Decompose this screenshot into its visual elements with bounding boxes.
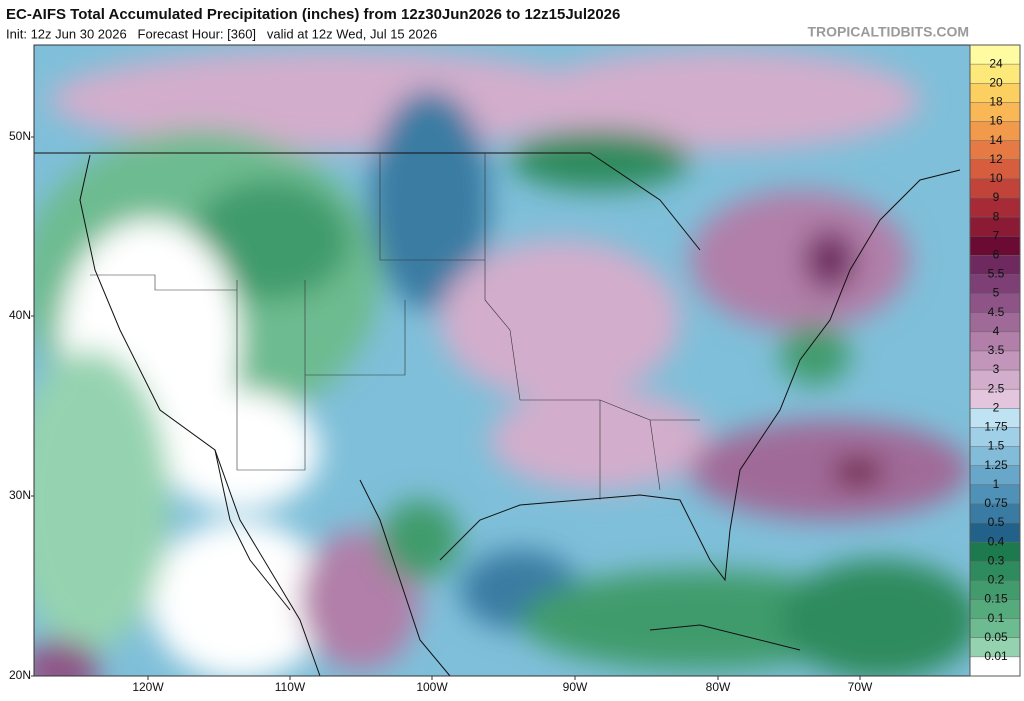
- colorbar-label: 1.75: [984, 420, 1008, 434]
- colorbar-swatch: [970, 274, 1020, 294]
- colorbar-swatch: [970, 255, 1020, 275]
- title: EC-AIFS Total Accumulated Precipitation …: [6, 6, 620, 23]
- colorbar-swatch: [970, 523, 1020, 543]
- colorbar-swatch: [970, 618, 1020, 639]
- colorbar-label: 16: [989, 114, 1003, 128]
- colorbar-label: 8: [993, 209, 1000, 223]
- colorbar-label: 1: [993, 477, 1000, 491]
- colorbar-label: 0.75: [984, 496, 1008, 510]
- coastlines: [34, 152, 961, 676]
- colorbar-swatch: [970, 197, 1020, 218]
- colorbar-swatch: [970, 140, 1020, 161]
- colorbar-swatch: [970, 446, 1020, 466]
- lon-label: 70W: [848, 680, 873, 694]
- colorbar-swatch: [970, 64, 1020, 84]
- colorbar-label: 0.2: [988, 573, 1005, 587]
- colorbar-label: 12: [989, 152, 1003, 166]
- axis-labels: 50N 40N 30N 20N 120W 110W 100W 90W 80W 70W: [9, 129, 873, 694]
- colorbar-swatch: [970, 83, 1020, 103]
- colorbar-label: 4.5: [988, 305, 1005, 319]
- lon-label: 120W: [132, 680, 164, 694]
- colorbar-swatch: [970, 236, 1020, 256]
- colorbar-frame: [969, 44, 1021, 677]
- colorbar-label: 0.15: [984, 592, 1008, 606]
- colorbar-label: 0.1: [988, 611, 1005, 625]
- colorbar-swatch: [970, 350, 1020, 371]
- colorbar-swatch: [970, 312, 1020, 333]
- colorbar-swatch: [970, 656, 1020, 677]
- colorbar-label: 18: [989, 95, 1003, 109]
- precip-map: [34, 45, 970, 676]
- colorbar-label: 6: [993, 248, 1000, 262]
- colorbar-label: 5: [993, 286, 1000, 300]
- colorbar-label: 20: [989, 75, 1003, 89]
- colorbar-swatch: [970, 484, 1020, 505]
- colorbar-label: 4: [993, 324, 1000, 338]
- colorbar-swatch: [970, 503, 1020, 524]
- colorbar-label: 9: [993, 190, 1000, 204]
- colorbar-label: 2: [993, 400, 1000, 414]
- colorbar-label: 3.5: [988, 343, 1005, 357]
- lat-label: 50N: [9, 129, 31, 143]
- colorbar-swatch: [970, 542, 1020, 562]
- colorbar-swatch: [970, 389, 1020, 409]
- lon-label: 90W: [563, 680, 588, 694]
- lat-label: 30N: [9, 488, 31, 502]
- colorbar-label: 0.5: [988, 515, 1005, 529]
- colorbar-swatch: [970, 637, 1020, 658]
- colorbar-label: 1.25: [984, 458, 1008, 472]
- colorbar-swatch: [970, 580, 1020, 600]
- colorbar-label: 0.05: [984, 630, 1008, 644]
- colorbar-swatch: [970, 121, 1020, 141]
- colorbar-swatch: [970, 293, 1020, 313]
- colorbar-label: 0.01: [984, 649, 1008, 663]
- site-credit: TROPICALTIDBITS.COM: [807, 24, 969, 40]
- borders: [90, 153, 700, 500]
- colorbar-swatch: [970, 370, 1020, 390]
- colorbar-swatch: [970, 331, 1020, 352]
- colorbar-swatch: [970, 465, 1020, 486]
- colorbar-label: 14: [989, 133, 1003, 147]
- colorbar-label: 0.4: [988, 534, 1005, 548]
- lon-label: 100W: [416, 680, 448, 694]
- lon-label: 110W: [275, 680, 306, 694]
- colorbar-label: 10: [989, 171, 1003, 185]
- colorbar-label: 3: [993, 362, 1000, 376]
- lat-label: 40N: [9, 308, 31, 322]
- colorbar-swatch: [970, 178, 1020, 199]
- subtitle: Init: 12z Jun 30 2026 Forecast Hour: [36…: [6, 26, 437, 41]
- colorbar-swatch: [970, 159, 1020, 180]
- colorbar-label: 1.5: [988, 439, 1005, 453]
- lat-label: 20N: [9, 668, 31, 682]
- colorbar: 24 20 18 16 14 12 10 9 8 7 6 5.5 5 4.5 4 3.5 3 2.5 2 1.75 1.…: [969, 44, 1021, 677]
- colorbar-swatch: [970, 217, 1020, 237]
- lon-label: 80W: [706, 680, 731, 694]
- colorbar-swatch: [970, 408, 1020, 428]
- colorbar-swatch: [970, 427, 1020, 447]
- colorbar-swatch: [970, 45, 1020, 65]
- colorbar-label: 24: [989, 56, 1003, 70]
- colorbar-swatch: [970, 561, 1020, 581]
- colorbar-swatch: [970, 599, 1020, 619]
- colorbar-swatch: [970, 102, 1020, 122]
- colorbar-label: 5.5: [988, 267, 1005, 281]
- colorbar-label: 2.5: [988, 381, 1005, 395]
- colorbar-label: 7: [993, 228, 1000, 242]
- colorbar-label: 0.3: [988, 553, 1005, 567]
